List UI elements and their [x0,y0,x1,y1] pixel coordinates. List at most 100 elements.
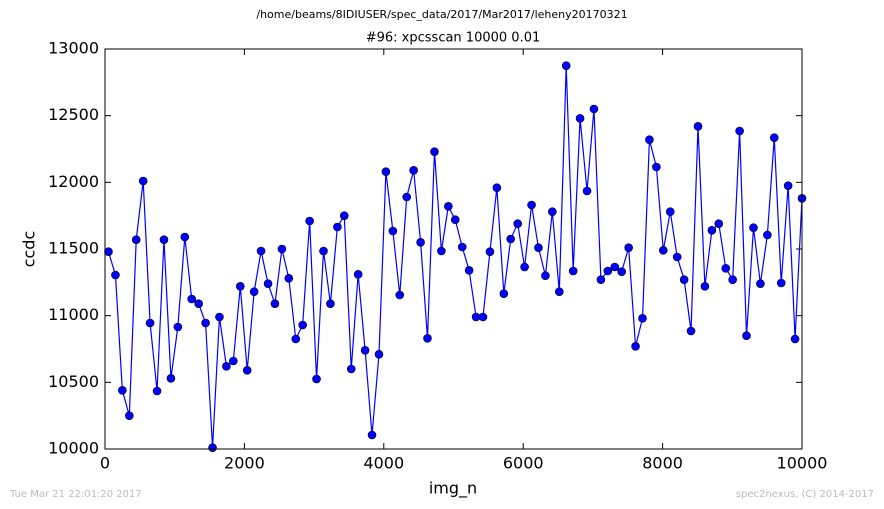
data-point [610,262,620,272]
data-point [242,366,252,375]
x-tick-label: 0 [100,454,110,473]
data-point [208,443,217,452]
data-point [478,312,488,322]
data-point [187,294,197,304]
data-point [450,215,460,224]
data-point [645,135,654,144]
data-point [749,223,758,232]
data-point [700,282,710,291]
data-point [270,299,280,308]
data-point [457,242,467,252]
data-point [485,247,495,256]
data-point [527,200,536,210]
data-point [513,219,522,228]
x-tick-label: 4000 [363,454,404,473]
footer-right: spec2nexus, (C) 2014-2017 [736,489,874,500]
data-point [173,322,183,332]
x-tick-label: 10000 [777,454,828,473]
data-point [756,279,765,288]
data-point [235,282,245,291]
data-point [333,222,342,232]
footer-left: Tue Mar 21 22:01:20 2017 [9,489,142,500]
data-point [638,314,647,323]
data-point [658,246,668,255]
data-point [568,266,578,276]
data-point [409,166,418,175]
data-point [742,331,751,340]
x-tick-label: 8000 [642,454,683,473]
data-point [728,275,737,284]
data-point [776,278,786,288]
data-point [131,235,141,244]
data-point [346,364,356,374]
data-point [735,126,744,136]
data-point [721,264,731,273]
data-point [145,318,155,328]
data-point [339,211,349,220]
data-point [222,362,231,371]
plot-frame [104,48,803,450]
y-tick-label: 12000 [48,172,99,191]
data-point [118,386,127,395]
data-point [291,334,301,344]
data-point [125,411,134,420]
data-point [353,270,363,279]
data-point [596,275,606,284]
data-point [388,226,398,236]
data-point [152,386,162,396]
data-point [395,290,405,300]
data-point [430,147,439,156]
x-tick-label: 2000 [224,454,265,473]
data-point [256,246,266,256]
data-point [617,267,626,276]
data-point [520,262,529,272]
data-point [555,287,564,296]
data-point [423,334,432,343]
data-point [672,252,682,262]
data-point [312,374,321,384]
data-point [652,162,661,172]
data-point [624,243,633,252]
data-point [215,312,224,322]
data-point [159,235,169,244]
data-point [506,234,516,244]
data-point [499,289,509,298]
data-point [194,299,203,308]
data-point [589,104,599,114]
data-point [319,246,328,256]
data-point [714,219,724,228]
data-point [104,247,113,256]
data-point [561,61,571,70]
data-point [665,207,675,216]
data-point [679,275,689,284]
x-tick-label: 6000 [503,454,544,473]
data-point [402,192,412,202]
y-tick-label: 10500 [48,372,99,391]
y-tick-label: 12500 [48,105,99,124]
data-point [783,181,793,190]
data-point [444,202,453,211]
data-point [693,122,703,131]
data-point [180,232,190,242]
y-tick-label: 10000 [48,439,99,458]
data-point [360,346,370,355]
data-point [763,230,772,240]
data-point [138,176,148,186]
data-point [575,114,585,123]
data-point [541,271,550,280]
data-point [201,318,210,328]
data-point [769,133,779,142]
suptitle: /home/beams/8IDIUSER/spec_data/2017/Mar2… [256,8,627,21]
data-point [305,216,314,226]
data-point [492,183,502,192]
data-point [249,287,259,296]
data-point [263,279,273,288]
data-point [111,270,120,280]
data-point [603,266,613,276]
data-point [326,299,335,308]
data-point [464,266,474,275]
data-point [686,326,696,336]
y-tick-label: 11000 [48,305,99,324]
data-point [437,246,446,256]
